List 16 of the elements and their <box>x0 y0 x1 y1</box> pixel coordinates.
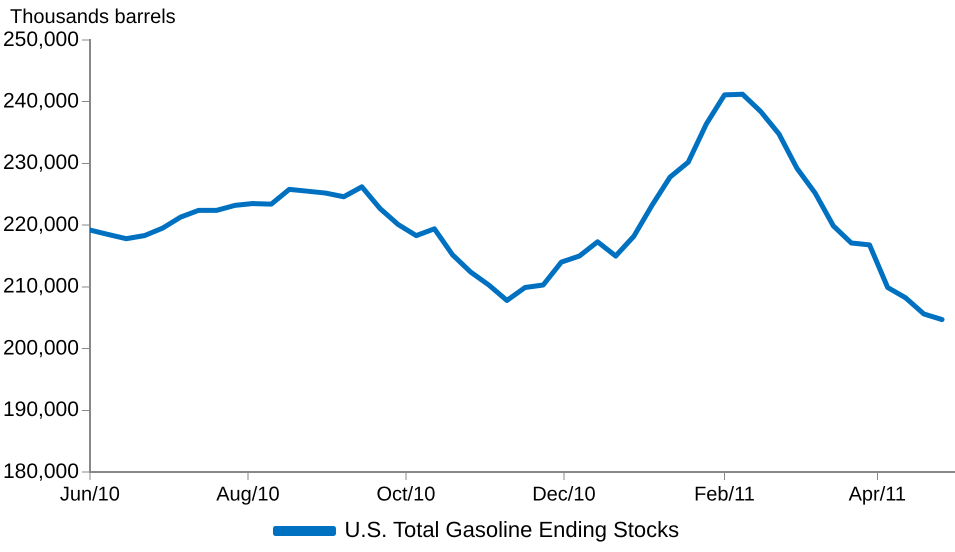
x-tick-label: Oct/10 <box>376 484 436 506</box>
y-axis-title: Thousands barrels <box>10 6 176 29</box>
x-tick-label: Feb/11 <box>694 484 755 506</box>
y-tick-label: 180,000 <box>2 460 79 483</box>
legend-label: U.S. Total Gasoline Ending Stocks <box>344 517 680 542</box>
y-tick-label: 200,000 <box>2 336 79 360</box>
y-tick-label: 210,000 <box>2 274 79 298</box>
y-tick-label: 250,000 <box>2 28 79 51</box>
y-tick-label: 190,000 <box>2 398 79 422</box>
y-tick-label: 220,000 <box>2 212 79 236</box>
x-tick-label: Aug/10 <box>216 484 280 506</box>
y-tick-label: 230,000 <box>2 151 79 174</box>
x-tick-label: Jun/10 <box>60 484 120 506</box>
x-tick-label: Apr/11 <box>848 484 906 506</box>
y-tick-label: 240,000 <box>2 90 79 113</box>
x-tick-label: Dec/10 <box>532 484 596 506</box>
